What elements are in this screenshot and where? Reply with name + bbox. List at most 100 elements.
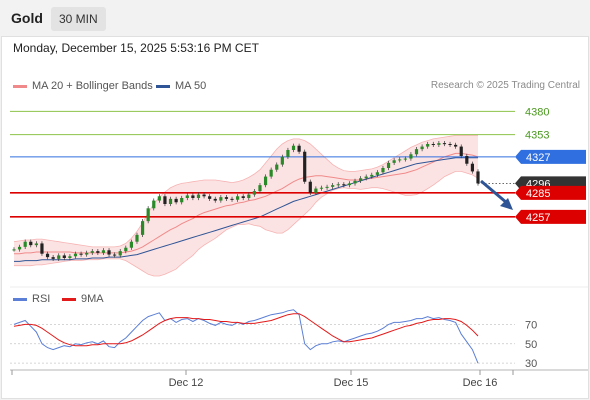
candle [398,157,402,163]
candle-body [236,196,240,200]
candle [57,253,61,261]
candle [258,183,262,194]
candle [370,172,374,179]
level-tag [515,149,586,164]
candle-body [269,169,273,177]
candle [96,249,100,255]
candle [359,176,363,183]
candle [157,194,161,203]
candle-body [140,221,145,235]
candle [230,196,234,202]
candle [73,251,78,259]
forecast-arrow-shaft [480,179,508,205]
rsi-tick-label: 50 [525,339,537,351]
candle [79,251,83,257]
candle [40,241,44,256]
candle [442,141,447,147]
candle-body [470,163,475,172]
legend-ma50-swatch [156,84,170,88]
candle [353,178,357,186]
candle [459,144,463,159]
candle [448,141,452,147]
candle-body [437,143,441,145]
candle-body [263,176,268,186]
level-label: 4257 [526,212,550,224]
candle-body [57,255,61,259]
candle-body [359,178,363,181]
x-tick-label: Dec 12 [169,377,204,389]
candle [286,147,290,159]
candles [12,141,480,261]
candle [90,249,94,255]
candle [180,195,184,205]
candle [152,198,156,211]
legend-9ma: 9MA [62,293,104,305]
candle-body [247,194,251,198]
candle-body [426,144,430,147]
candle [252,189,256,197]
candle-body [398,159,402,161]
candle [403,156,407,162]
candle [196,192,201,201]
candle-body [364,176,368,179]
candle [308,179,312,195]
candle [45,251,50,260]
candle-body [202,194,206,197]
candle-body [370,174,374,177]
candle-body [454,144,458,147]
level-label: 4327 [526,152,550,164]
legend-ma20-swatch [13,84,27,88]
candle [297,143,301,154]
candle [208,194,212,201]
candle-body [191,195,195,198]
candle-body [168,198,173,204]
candle-body [68,256,72,258]
candle-body [12,249,16,251]
bb-lower-line [14,171,479,277]
candle [163,194,167,207]
candle-body [40,243,44,254]
candle [269,167,273,179]
candle [325,184,329,190]
candle-body [113,254,117,256]
candle [470,161,475,174]
candle-body [79,253,83,255]
ma20-line [14,152,479,255]
candle-body [196,194,201,198]
candle [168,196,173,207]
candle [247,192,251,201]
candle-body [392,160,396,163]
candle [280,154,284,167]
level-4380: 4380 [10,106,549,118]
bb-upper-line [13,135,478,248]
candle-body [386,162,391,168]
candle-body [90,251,94,253]
candle [124,245,128,254]
candle-body [107,250,111,255]
candle [51,255,55,261]
candle-body [224,197,229,199]
x-tick-label: Dec 16 [463,377,498,389]
candle-body [163,196,167,204]
candle [129,239,133,250]
level-4285: 4285 [10,185,586,200]
candle-body [442,143,447,145]
candle [23,239,27,249]
candle-body [258,185,262,192]
rsi-tick-label: 30 [525,358,537,370]
candle-body [73,253,78,257]
candle-body [101,250,106,253]
legend-ma50-label: MA 50 [175,80,207,92]
candle [331,183,335,189]
header-bar: Gold 30 MIN [0,0,590,36]
timeframe-badge[interactable]: 30 MIN [51,7,106,31]
x-tick-label: Dec 15 [334,377,369,389]
candle-body [230,198,234,200]
level-4327: 4327 [10,149,586,164]
candle [381,165,385,175]
legend-rsi-swatch [13,297,27,301]
candle [420,144,424,152]
candle [303,149,307,184]
candle-body [297,145,301,152]
